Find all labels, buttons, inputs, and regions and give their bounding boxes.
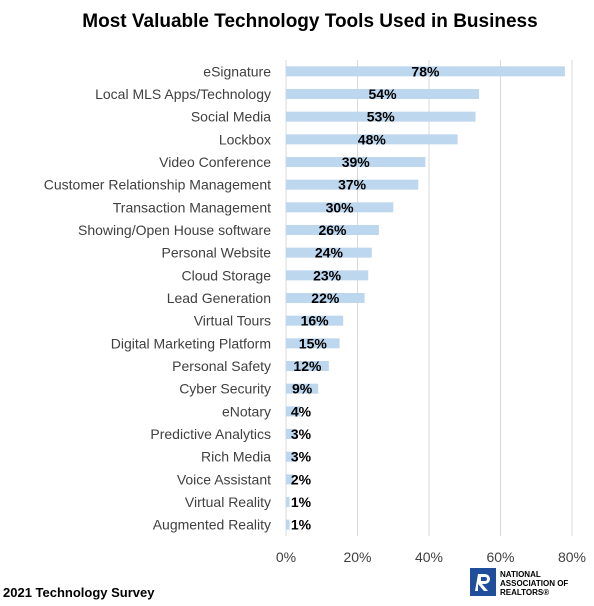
category-label: Social Media	[191, 109, 271, 125]
x-tick-label: 0%	[276, 549, 296, 565]
value-label: 24%	[315, 245, 344, 261]
category-label: Rich Media	[201, 449, 271, 465]
category-label: Cloud Storage	[181, 267, 271, 283]
bar	[286, 474, 294, 485]
value-label: 54%	[369, 86, 398, 102]
x-tick-label: 40%	[415, 549, 443, 565]
value-label: 39%	[342, 154, 371, 170]
value-label: 30%	[326, 199, 355, 215]
bar	[286, 134, 458, 145]
bar	[286, 383, 319, 394]
category-label: Cyber Security	[179, 381, 271, 397]
x-tick-label: 20%	[343, 549, 371, 565]
value-label: 1%	[291, 494, 312, 510]
value-label: 12%	[293, 358, 322, 374]
bar	[286, 202, 394, 213]
bar	[286, 293, 365, 303]
value-label: 1%	[291, 517, 312, 533]
value-label: 4%	[291, 403, 312, 419]
value-label: 16%	[301, 313, 330, 329]
category-label: Personal Safety	[172, 358, 271, 374]
category-label: Transaction Management	[113, 199, 271, 215]
category-label: Local MLS Apps/Technology	[95, 86, 271, 102]
bar	[286, 338, 340, 349]
value-label: 26%	[318, 222, 347, 238]
value-labels: 78% 54% 53% 48% 39% 37% 30% 26% 24% 23% 22% 16% 15% 1…	[291, 63, 440, 532]
value-label: 9%	[292, 381, 313, 397]
category-label: Personal Website	[162, 245, 272, 261]
bar	[286, 406, 301, 417]
category-label: eSignature	[203, 63, 271, 79]
bar	[286, 315, 344, 326]
category-label: Lockbox	[219, 131, 271, 147]
bar	[286, 497, 290, 507]
bar	[286, 429, 297, 439]
value-label: 53%	[367, 109, 396, 125]
nar-logo-text: NATIONAL ASSOCIATION OF REALTORS®	[500, 570, 569, 597]
realtor-r-icon	[470, 568, 496, 596]
bar	[286, 270, 369, 281]
nar-logo: NATIONAL ASSOCIATION OF REALTORS®	[470, 568, 590, 598]
bar	[286, 519, 290, 530]
bar	[286, 361, 329, 371]
chart-title: Most Valuable Technology Tools Used in B…	[82, 11, 538, 32]
category-label: Lead Generation	[167, 290, 271, 306]
value-label: 22%	[311, 290, 340, 306]
category-label: Digital Marketing Platform	[111, 335, 271, 351]
bar	[286, 89, 480, 99]
bar	[286, 451, 297, 462]
value-label: 23%	[313, 267, 342, 283]
value-label: 48%	[358, 131, 387, 147]
bar	[286, 179, 419, 190]
category-label: Augmented Reality	[153, 517, 271, 533]
category-label: Virtual Tours	[194, 313, 271, 329]
category-label: eNotary	[222, 403, 271, 419]
value-label: 3%	[291, 426, 312, 442]
value-label: 2%	[291, 471, 312, 487]
bars	[286, 66, 565, 530]
survey-label: 2021 Technology Survey	[3, 585, 155, 600]
value-label: 78%	[411, 63, 440, 79]
category-label: Showing/Open House software	[78, 222, 271, 238]
x-tick-label: 60%	[486, 549, 514, 565]
category-label: Customer Relationship Management	[44, 177, 271, 193]
x-tick-label: 80%	[558, 549, 586, 565]
category-labels: eSignature Local MLS Apps/Technology Socia…	[44, 63, 271, 532]
category-label: Virtual Reality	[185, 494, 271, 510]
bar	[286, 66, 565, 77]
category-label: Video Conference	[159, 154, 271, 170]
value-label: 3%	[291, 449, 312, 465]
value-label: 37%	[338, 177, 367, 193]
category-label: Predictive Analytics	[150, 426, 271, 442]
value-label: 15%	[299, 335, 328, 351]
bar	[286, 247, 372, 258]
x-axis-ticks: 0% 20% 40% 60% 80%	[276, 549, 586, 565]
bar	[286, 225, 379, 235]
bar	[286, 111, 476, 122]
category-label: Voice Assistant	[177, 471, 271, 487]
bar	[286, 157, 426, 167]
